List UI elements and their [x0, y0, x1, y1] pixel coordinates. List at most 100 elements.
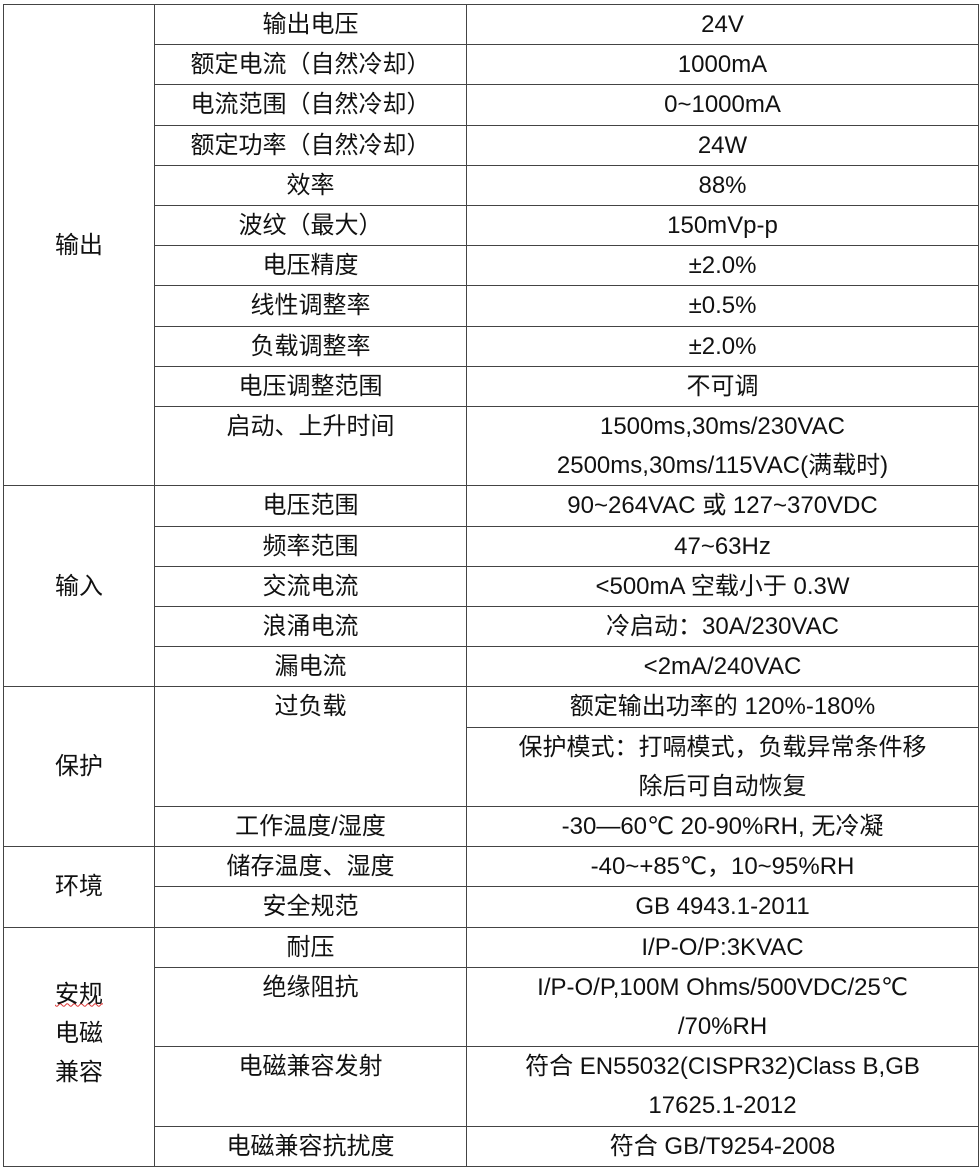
parameter-value-cell: -30—60℃ 20-90%RH, 无冷凝 — [466, 806, 979, 848]
table-row: 安规电磁兼容 耐压 I/P-O/P:3KVAC — [3, 926, 979, 1167]
parameter-name: 启动、上升时间 — [226, 413, 395, 441]
table-row: 保护 过负载 额定输出功率的 120%-180% — [3, 686, 979, 848]
parameter-value-line: 冷启动：30A/230VAC — [606, 613, 839, 641]
parameter-value-cell: 符合 GB/T9254-2008 — [466, 1125, 979, 1167]
parameter-name: 频率范围 — [262, 532, 359, 560]
parameter-name: 波纹（最大） — [238, 212, 383, 240]
parameter-value-line: 150mVp-p — [667, 212, 778, 240]
parameter-value-line: -30—60℃ 20-90%RH, 无冷凝 — [561, 813, 884, 841]
parameter-name: 额定功率（自然冷却） — [190, 131, 431, 159]
parameter-value-line: 额定输出功率的 120%-180% — [569, 693, 876, 721]
section-label-line: 电磁 — [55, 1019, 103, 1047]
section-label-line: 输入 — [55, 572, 103, 600]
parameter-name-cell: 电磁兼容抗扰度 — [154, 1125, 467, 1167]
parameter-name: 负载调整率 — [250, 332, 371, 360]
parameter-value-cell: 47~63Hz — [466, 525, 979, 567]
table-row: 额定功率（自然冷却） 24W — [4, 124, 979, 166]
parameter-name: 绝缘阻抗 — [262, 973, 359, 1001]
table-row: 波纹（最大） 150mVp-p — [4, 205, 979, 247]
parameter-value-line: 24V — [701, 11, 744, 38]
parameter-value-line: 0~1000mA — [664, 91, 781, 119]
table-row: 输出 输出电压 24V — [3, 3, 979, 487]
parameter-name: 电流范围（自然冷却） — [190, 91, 431, 119]
table-row: 电压调整范围 不可调 — [4, 365, 979, 408]
table-row: 输入 电压范围 90~264VAC 或 127~370VDC — [3, 485, 979, 688]
parameter-value-line: 不可调 — [686, 372, 759, 400]
parameter-name: 安全规范 — [262, 893, 359, 921]
parameter-value-line: 1500ms,30ms/230VAC — [599, 413, 845, 441]
parameter-value-cell: ±0.5% — [466, 285, 979, 327]
parameter-name: 效率 — [286, 171, 335, 199]
parameter-name: 耐压 — [286, 933, 335, 961]
parameter-value-cell: 1000mA — [466, 44, 979, 86]
parameter-name-cell: 波纹（最大） — [154, 205, 467, 247]
table-row: 漏电流 <2mA/240VAC — [4, 646, 979, 688]
parameter-name-cell: 输出电压 — [154, 3, 467, 46]
parameter-value-line: 24W — [697, 131, 748, 159]
parameter-name: 输出电压 — [262, 11, 359, 38]
parameter-value-cell: 不可调 — [466, 365, 979, 408]
parameter-value-cell: 保护模式：打嗝模式，负载异常条件移 除后可自动恢复 — [466, 726, 979, 808]
parameter-name-cell: 启动、上升时间 — [154, 406, 467, 487]
parameter-value-cell: ±2.0% — [466, 325, 979, 367]
parameter-value-cell: 24V — [466, 3, 979, 46]
parameter-value-cell: 88% — [466, 164, 979, 207]
parameter-value-line: GB 4943.1-2011 — [635, 893, 810, 921]
parameter-name-cell: 频率范围 — [154, 525, 467, 567]
section-label-line: 兼容 — [55, 1059, 103, 1087]
parameter-value-line: 90~264VAC 或 127~370VDC — [567, 492, 878, 520]
parameter-value-line: 17625.1-2012 — [648, 1092, 797, 1120]
section-label-cell: 保护 — [3, 686, 155, 848]
parameter-value-cell: -40~+85℃，10~95%RH — [466, 846, 979, 888]
parameter-name: 线性调整率 — [250, 292, 371, 320]
table-row: 线性调整率 ±0.5% — [4, 285, 979, 327]
parameter-name: 电压精度 — [262, 252, 359, 280]
parameter-name-cell: 电磁兼容发射 — [154, 1046, 467, 1127]
table-row: 工作温度/湿度 -30—60℃ 20-90%RH, 无冷凝 — [4, 806, 979, 848]
parameter-value-line: 88% — [698, 171, 747, 199]
parameter-value-line: ±2.0% — [688, 252, 757, 280]
parameter-name-cell: 漏电流 — [154, 646, 467, 688]
section-label-cell: 安规 电磁 兼容 — [3, 926, 155, 1167]
parameter-value-line: ±0.5% — [688, 292, 757, 320]
parameter-name-cell: 效率 — [154, 164, 467, 207]
parameter-name-cell: 负载调整率 — [154, 325, 467, 367]
parameter-value-cell: 150mVp-p — [466, 205, 979, 247]
table-row: 电磁兼容发射 符合 EN55032(CISPR32)Class B,GB 17625… — [4, 1046, 979, 1127]
table-row: 电流范围（自然冷却） 0~1000mA — [4, 84, 979, 126]
parameter-name-cell: 安全规范 — [154, 886, 467, 928]
table-row: 效率 88% — [4, 164, 979, 207]
parameter-name: 过负载 — [274, 693, 347, 721]
table-row: 频率范围 47~63Hz — [4, 525, 979, 567]
parameter-value-cell: I/P-O/P:3KVAC — [466, 926, 979, 968]
parameter-value-line: ±2.0% — [688, 332, 757, 360]
parameter-value-line: I/P-O/P,100M Ohms/500VDC/25℃ — [537, 973, 908, 1001]
parameter-value-cell: I/P-O/P,100M Ohms/500VDC/25℃ /70%RH — [466, 966, 979, 1048]
parameter-value-cell: 额定输出功率的 120%-180% — [466, 686, 979, 728]
parameter-value-line: <500mA 空载小于 0.3W — [595, 572, 850, 600]
table-row: 浪涌电流 冷启动：30A/230VAC — [4, 606, 979, 648]
parameter-name-cell: 额定功率（自然冷却） — [154, 124, 467, 166]
parameter-value-line: 2500ms,30ms/115VAC(满载时) — [556, 452, 889, 480]
parameter-value-line: 47~63Hz — [674, 532, 771, 560]
parameter-value-cell: 符合 EN55032(CISPR32)Class B,GB 17625.1-201… — [466, 1046, 979, 1127]
parameter-value-cell: <500mA 空载小于 0.3W — [466, 565, 979, 608]
parameter-name-cell: 储存温度、湿度 — [154, 846, 467, 888]
parameter-value-cell: 1500ms,30ms/230VAC 2500ms,30ms/115VAC(满载时… — [466, 406, 979, 487]
section-label-cell: 输出 — [3, 3, 155, 487]
section-label-line: 保护 — [55, 753, 103, 781]
table-row: 安全规范 GB 4943.1-2011 — [4, 886, 979, 928]
parameter-name: 额定电流（自然冷却） — [190, 51, 431, 79]
parameter-value-line: I/P-O/P:3KVAC — [641, 933, 804, 961]
parameter-name-cell: 工作温度/湿度 — [154, 806, 467, 848]
table-row: 启动、上升时间 1500ms,30ms/230VAC 2500ms,30ms/115… — [4, 406, 979, 487]
section-label-line: 安规 — [55, 980, 103, 1008]
parameter-value-cell: <2mA/240VAC — [466, 646, 979, 688]
parameter-name-cell: 绝缘阻抗 — [154, 966, 467, 1048]
parameter-name: 储存温度、湿度 — [226, 853, 395, 881]
parameter-name-cell: 过负载 — [154, 686, 467, 808]
parameter-name-cell: 交流电流 — [154, 565, 467, 608]
parameter-value-line: 符合 EN55032(CISPR32)Class B,GB — [525, 1053, 920, 1081]
parameter-value-line: /70%RH — [677, 1013, 768, 1041]
parameter-value-cell: 24W — [466, 124, 979, 166]
